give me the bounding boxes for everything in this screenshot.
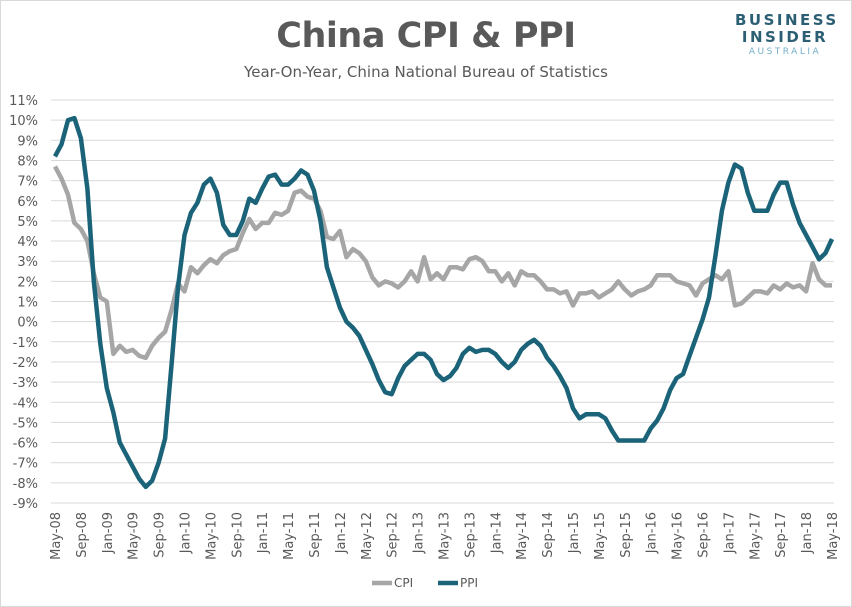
y-tick-label: -3%	[13, 376, 38, 391]
x-tick-label: May-11	[282, 512, 297, 560]
logo-line-2: INSIDER	[741, 28, 829, 46]
chart-subtitle: Year-On-Year, China National Bureau of S…	[244, 63, 608, 81]
y-tick-label: -8%	[13, 477, 38, 492]
y-tick-label: -5%	[13, 416, 38, 431]
x-tick-label: Jan-17	[722, 512, 737, 554]
x-tick-label: Sep-16	[697, 512, 712, 558]
x-tick-label: Jan-14	[489, 512, 504, 554]
y-tick-label: -1%	[13, 336, 38, 351]
chart-title: China CPI & PPI	[276, 16, 576, 56]
y-tick-label: -4%	[13, 396, 38, 411]
x-tick-label: Jan-15	[567, 512, 582, 554]
x-tick-label: Jan-11	[256, 512, 271, 554]
logo-line-3: AUSTRALIA	[748, 47, 822, 57]
y-tick-label: -9%	[13, 497, 38, 512]
business-insider-logo: BUSINESS INSIDER AUSTRALIA	[735, 11, 839, 58]
x-tick-label: Sep-09	[153, 512, 168, 558]
y-tick-label: 8%	[17, 154, 38, 169]
x-tick-label: Jan-09	[101, 512, 116, 554]
y-tick-label: 7%	[17, 175, 38, 190]
series-line-cpi	[53, 165, 832, 361]
x-tick-label: May-18	[826, 512, 841, 560]
x-tick-label: Sep-12	[386, 512, 401, 558]
x-tick-label: May-14	[515, 512, 530, 560]
y-tick-label: 9%	[17, 134, 38, 149]
x-tick-label: Jan-18	[800, 512, 815, 554]
y-tick-label: 6%	[17, 195, 38, 210]
x-tick-label: Jan-12	[334, 512, 349, 554]
x-tick-label: May-10	[204, 512, 219, 560]
x-tick-label: May-12	[360, 512, 375, 560]
x-tick-label: Jan-13	[412, 512, 427, 554]
y-tick-label: 10%	[9, 114, 38, 129]
x-tick-label: May-15	[593, 512, 608, 560]
legend-label-ppi: PPI	[460, 576, 478, 590]
x-tick-label: Sep-14	[541, 512, 556, 558]
x-tick-label: May-16	[671, 512, 686, 560]
legend-label-cpi: CPI	[394, 576, 413, 590]
x-tick-label: Sep-08	[75, 512, 90, 558]
x-tick-label: May-17	[748, 512, 763, 560]
y-tick-label: -7%	[13, 457, 38, 472]
x-tick-label: Jan-16	[645, 512, 660, 554]
y-tick-label: 5%	[17, 215, 38, 230]
logo-line-1: BUSINESS	[735, 11, 839, 29]
y-tick-label: 0%	[17, 316, 38, 331]
y-tick-label: 1%	[17, 296, 38, 311]
y-tick-label: -6%	[13, 437, 38, 452]
x-tick-label: Sep-13	[463, 512, 478, 558]
x-tick-label: Sep-17	[774, 512, 789, 558]
y-tick-label: 3%	[17, 255, 38, 270]
x-tick-label: May-13	[438, 512, 453, 560]
y-tick-label: 11%	[9, 94, 38, 109]
x-tick-label: Sep-10	[230, 512, 245, 558]
y-tick-label: 2%	[17, 275, 38, 290]
x-tick-label: Sep-11	[308, 512, 323, 558]
series-line-ppi	[53, 115, 835, 490]
x-tick-label: Sep-15	[619, 512, 634, 558]
y-tick-label: 4%	[17, 235, 38, 250]
x-tick-label: Jan-10	[179, 512, 194, 554]
y-tick-label: -2%	[13, 356, 38, 371]
x-tick-label: May-08	[49, 512, 64, 560]
x-tick-label: May-09	[127, 512, 142, 560]
